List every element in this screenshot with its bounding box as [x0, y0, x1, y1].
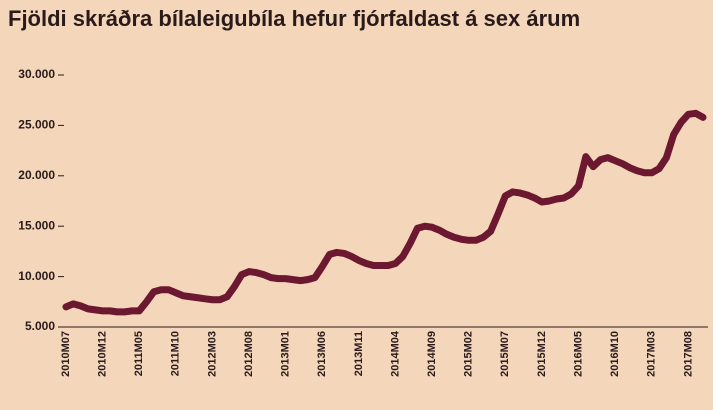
y-tick-label: 20.000 — [18, 168, 55, 182]
x-tick-label: 2012M03 — [206, 331, 218, 377]
x-tick-label: 2017M08 — [682, 331, 694, 377]
x-tick-label: 2015M02 — [463, 331, 475, 377]
x-tick-label: 2013M01 — [280, 331, 292, 377]
x-tick-label: 2016M10 — [609, 331, 621, 377]
x-tick-label: 2015M07 — [499, 331, 511, 377]
y-tick-label: 5.000 — [25, 319, 55, 333]
x-tick-label: 2014M04 — [389, 330, 401, 377]
x-tick-label: 2011M05 — [133, 331, 145, 376]
x-tick-label: 2010M12 — [97, 331, 109, 377]
y-tick-label: 25.000 — [18, 118, 55, 132]
line — [62, 109, 707, 316]
x-tick-label: 2014M09 — [426, 331, 438, 377]
x-tick-label: 2013M06 — [316, 331, 328, 377]
x-tick-label: 2013M11 — [353, 331, 365, 376]
chart-title: Fjöldi skráðra bílaleigubíla hefur fjórf… — [8, 6, 580, 31]
y-tick-label: 15.000 — [18, 218, 55, 232]
x-tick-label: 2017M03 — [646, 331, 658, 377]
x-tick-label: 2011M10 — [170, 331, 182, 376]
x-tick-label: 2015M12 — [536, 331, 548, 377]
x-tick-label: 2016M05 — [572, 331, 584, 377]
y-tick-label: 30.000 — [18, 67, 55, 81]
x-tick-label: 2010M07 — [60, 331, 72, 377]
y-tick-label: 10.000 — [18, 269, 55, 283]
x-tick-label: 2012M08 — [243, 331, 255, 377]
